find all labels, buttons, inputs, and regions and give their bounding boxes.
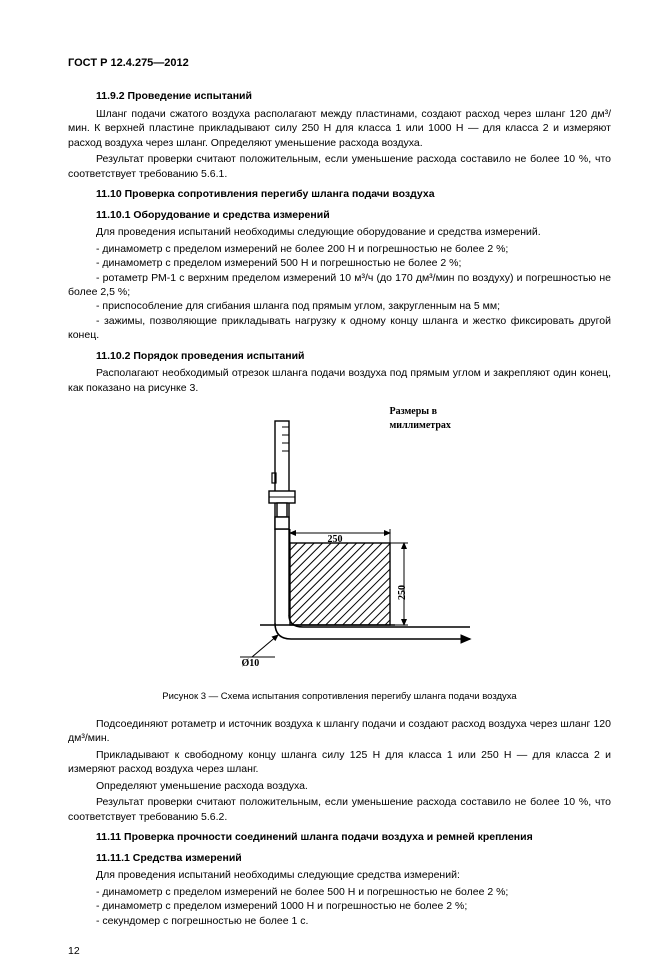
heading-11-10-1: 11.10.1 Оборудование и средства измерени… — [68, 208, 611, 222]
heading-11-11-1: 11.11.1 Средства измерений — [68, 851, 611, 865]
list-item: - динамометр с пределом измерений не бол… — [68, 885, 611, 899]
document-id: ГОСТ Р 12.4.275—2012 — [68, 56, 611, 71]
para: Определяют уменьшение расхода воздуха. — [68, 779, 611, 793]
para: Для проведения испытаний необходимы след… — [68, 868, 611, 882]
figure-caption: Рисунок 3 — Схема испытания сопротивлени… — [68, 690, 611, 703]
para: Результат проверки считают положительным… — [68, 152, 611, 181]
heading-11-9-2: 11.9.2 Проведение испытаний — [68, 89, 611, 103]
page-number: 12 — [68, 944, 611, 958]
heading-11-10-2: 11.10.2 Порядок проведения испытаний — [68, 349, 611, 363]
list-item: - приспособление для сгибания шланга под… — [68, 299, 611, 313]
heading-11-10: 11.10 Проверка сопротивления перегибу шл… — [68, 187, 611, 201]
para: Подсоединяют ротаметр и источник воздуха… — [68, 717, 611, 746]
list-item: - динамометр с пределом измерений 1000 Н… — [68, 899, 611, 913]
heading-11-11: 11.11 Проверка прочности соединений шлан… — [68, 830, 611, 844]
list-item: - динамометр с пределом измерений 500 Н … — [68, 256, 611, 270]
dim-250-v: 250 — [396, 585, 410, 600]
para: Располагают необходимый отрезок шланга п… — [68, 366, 611, 395]
para: Шланг подачи сжатого воздуха располагают… — [68, 107, 611, 150]
para: Результат проверки считают положительным… — [68, 795, 611, 824]
figure-title: Размеры в миллиметрах — [390, 405, 500, 433]
page: ГОСТ Р 12.4.275—2012 11.9.2 Проведение и… — [0, 0, 661, 979]
list-item: - секундомер с погрешностью не более 1 с… — [68, 914, 611, 928]
figure-3: Размеры в миллиметрах — [68, 405, 611, 703]
dim-dia: Ø10 — [242, 657, 260, 671]
para: Для проведения испытаний необходимы след… — [68, 225, 611, 239]
list-item: - зажимы, позволяющие прикладывать нагру… — [68, 314, 611, 343]
para: Прикладывают к свободному концу шланга с… — [68, 748, 611, 777]
dim-250-h: 250 — [328, 533, 343, 547]
list-item: - ротаметр РМ-1 с верхним пределом измер… — [68, 271, 611, 300]
list-item: - динамометр с пределом измерений не бол… — [68, 242, 611, 256]
